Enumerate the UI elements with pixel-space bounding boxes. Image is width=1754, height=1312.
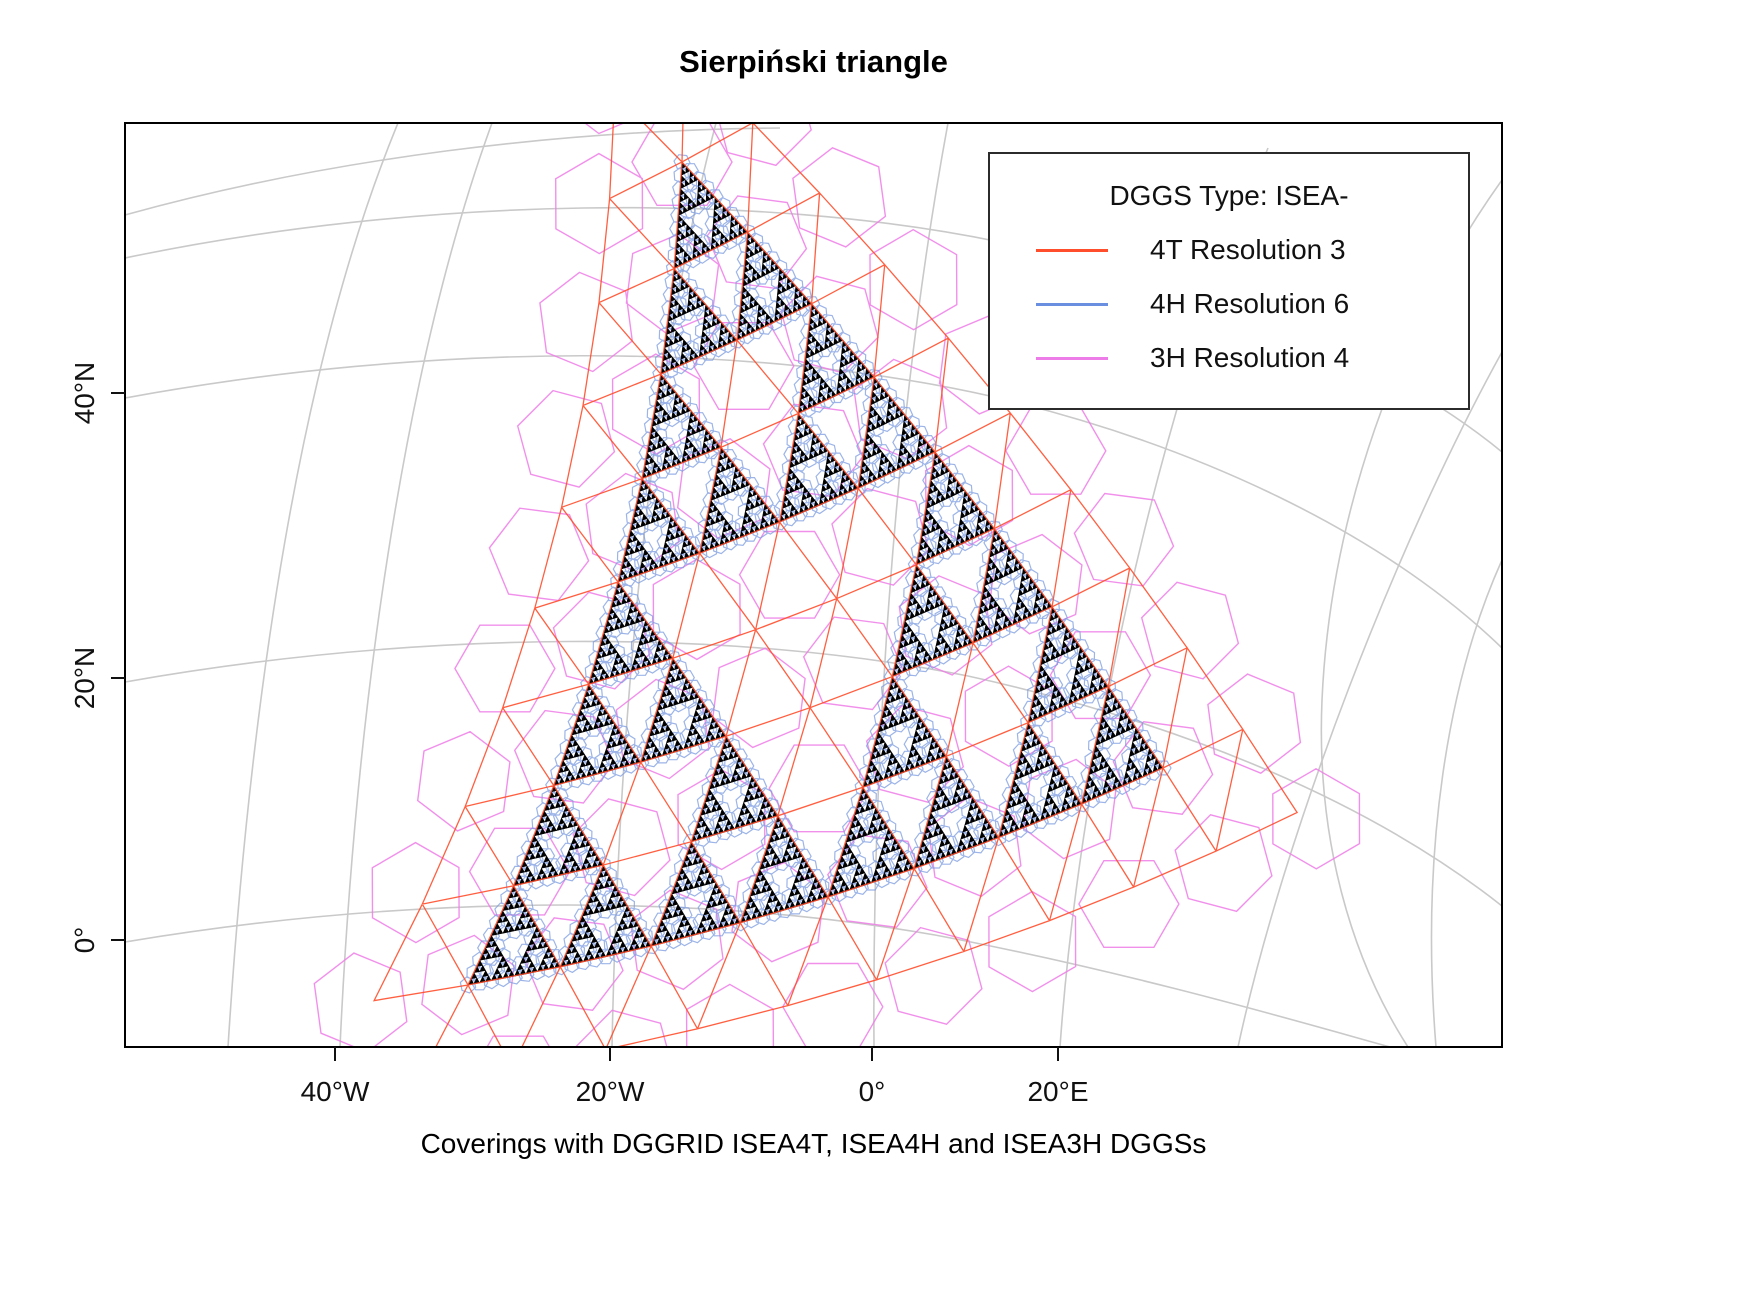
legend-item-4h: 4H Resolution 6 (1036, 288, 1468, 320)
chart-title: Sierpiński triangle (679, 44, 948, 79)
axes: 40°W 20°W 0° 20°E 40°N 20°N 0° (69, 362, 1089, 1107)
plot-border (124, 122, 1503, 1048)
isea4t-layer (372, 123, 1299, 1047)
legend-label: 3H Resolution 4 (1150, 342, 1350, 373)
y-tick-label: 40°N (69, 362, 100, 425)
legend-entries: 4T Resolution 3 4H Resolution 6 3H Resolut… (990, 234, 1468, 374)
legend-line-swatch (1036, 248, 1108, 252)
legend-line-swatch (1036, 356, 1108, 360)
x-tick-label: 0° (859, 1076, 886, 1107)
x-tick-label: 20°W (576, 1076, 645, 1107)
x-tick-label: 20°E (1027, 1076, 1088, 1107)
x-tick-label: 40°W (301, 1076, 370, 1107)
fractal-layer (467, 161, 1164, 986)
legend: DGGS Type: ISEA- 4T Resolution 3 4H Resol… (988, 152, 1470, 410)
caption: Coverings with DGGRID ISEA4T, ISEA4H and… (420, 1128, 1207, 1159)
y-tick-label: 20°N (69, 647, 100, 710)
legend-label: 4H Resolution 6 (1150, 288, 1350, 319)
legend-item-4t: 4T Resolution 3 (1036, 234, 1468, 266)
legend-item-3h: 3H Resolution 4 (1036, 342, 1468, 374)
y-tick-label: 0° (69, 927, 100, 954)
legend-line-swatch (1036, 302, 1108, 306)
legend-title: DGGS Type: ISEA- (1109, 180, 1349, 211)
legend-label: 4T Resolution 3 (1150, 234, 1346, 265)
